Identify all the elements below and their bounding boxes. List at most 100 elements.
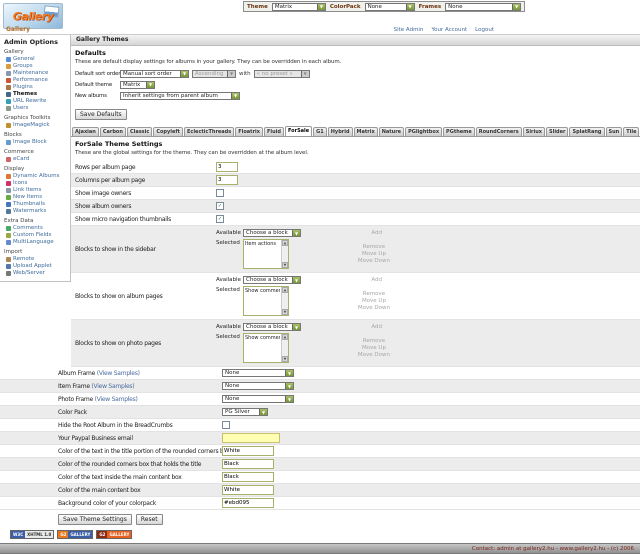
show-micro-navigation-thumbnails-checkbox[interactable]: ✓ xyxy=(216,215,224,223)
rows-per-album-page-input[interactable] xyxy=(216,162,238,172)
tab-carbon[interactable]: Carbon xyxy=(99,127,126,136)
tab-siriux[interactable]: Siriux xyxy=(522,127,545,136)
scrollbar[interactable]: ▲ ▼ xyxy=(281,240,288,268)
sidebar-item-plugins[interactable]: Plugins xyxy=(4,84,68,91)
sidebar-item-custom-fields[interactable]: Custom Fields xyxy=(4,232,68,239)
tab-hybrid[interactable]: Hybrid xyxy=(327,127,353,136)
default-theme-select[interactable]: Matrix ▼ xyxy=(120,80,155,89)
color-of-the-text-inside-the-main-content-box-input[interactable] xyxy=(222,472,274,482)
color-of-the-rounded-corners-box-that-holds-the-title-input[interactable] xyxy=(222,459,274,469)
tab-pgtheme[interactable]: PGtheme xyxy=(443,127,475,136)
colorpack-select[interactable]: None ▼ xyxy=(364,2,415,11)
photo-frame-select[interactable]: None ▼ xyxy=(222,395,294,403)
move-down-action[interactable]: Move Down xyxy=(357,352,390,358)
move-up-action[interactable]: Move Up xyxy=(361,251,386,257)
new-albums-select[interactable]: Inherit settings from parent album ▼ xyxy=(120,91,240,100)
sidebar-item-maintenance[interactable]: Maintenance xyxy=(4,70,68,77)
sidebar-item-comments[interactable]: Comments xyxy=(4,225,68,232)
list-item[interactable]: Show comments xyxy=(245,288,280,294)
scroll-down-icon[interactable]: ▼ xyxy=(282,356,288,362)
scroll-up-icon[interactable]: ▲ xyxy=(282,240,288,246)
tab-tile[interactable]: Tile xyxy=(623,127,640,136)
remove-action[interactable]: Remove xyxy=(362,244,386,250)
sidebar-item-remote[interactable]: Remote xyxy=(4,256,68,263)
scroll-down-icon[interactable]: ▼ xyxy=(282,262,288,268)
view-samples-link[interactable]: (View Samples) xyxy=(94,395,138,403)
choose-block-select[interactable]: Choose a block ▼ xyxy=(243,323,301,331)
site-admin-link[interactable]: Site Admin xyxy=(393,26,424,33)
scroll-up-icon[interactable]: ▲ xyxy=(282,287,288,293)
add-action[interactable]: Add xyxy=(371,324,382,330)
move-down-action[interactable]: Move Down xyxy=(357,258,390,264)
theme-select[interactable]: Matrix ▼ xyxy=(271,2,326,11)
sidebar-item-dynamic-albums[interactable]: Dynamic Albums xyxy=(4,173,68,180)
tab-fluid[interactable]: Fluid xyxy=(263,127,284,136)
background-color-of-your-colorpack-input[interactable] xyxy=(222,498,274,508)
selected-blocks-list[interactable]: Show comments▲ ▼ xyxy=(243,333,289,363)
add-action[interactable]: Add xyxy=(371,230,382,236)
gallery-badge-blue[interactable]: G2 GALLERY xyxy=(57,530,94,539)
columns-per-album-page-input[interactable] xyxy=(216,175,238,185)
show-image-owners-checkbox[interactable] xyxy=(216,189,224,197)
selected-blocks-list[interactable]: Item actions ▲ ▼ xyxy=(243,239,289,269)
save-theme-settings-button[interactable]: Save Theme Settings xyxy=(58,514,132,525)
tab-sun[interactable]: Sun xyxy=(605,127,623,136)
tab-floatrix[interactable]: Floatrix xyxy=(235,127,263,136)
color-of-the-text-in-the-title-portion-of-the-rounded-corners-box-input[interactable] xyxy=(222,446,274,456)
breadcrumb[interactable]: Gallery xyxy=(6,26,31,33)
selected-blocks-list[interactable]: Show comments▲▼ xyxy=(243,286,289,316)
sidebar-item-image-block[interactable]: Image Block xyxy=(4,139,68,146)
sidebar-item-multilanguage[interactable]: MultiLanguage xyxy=(4,239,68,246)
your-paypal-business-email-input[interactable] xyxy=(222,433,280,443)
album-frame-select[interactable]: None ▼ xyxy=(222,369,294,377)
scrollbar[interactable]: ▲ ▼ xyxy=(281,287,288,315)
gallery-logo[interactable]: Gallery xyxy=(3,3,63,29)
show-album-owners-checkbox[interactable]: ✓ xyxy=(216,202,224,210)
list-item[interactable]: Item actions xyxy=(245,241,276,247)
color-of-the-main-content-box-input[interactable] xyxy=(222,485,274,495)
tab-ajaxian[interactable]: Ajaxian xyxy=(72,127,99,136)
item-frame-select[interactable]: None ▼ xyxy=(222,382,294,390)
sidebar-item-upload-applet[interactable]: Upload Applet xyxy=(4,263,68,270)
list-item[interactable]: Show comments xyxy=(245,335,280,341)
choose-block-select[interactable]: Choose a block ▼ xyxy=(243,229,301,237)
sidebar-item-link-items[interactable]: Link Items xyxy=(4,187,68,194)
tab-slider[interactable]: Slider xyxy=(546,127,569,136)
sidebar-item-thumbnails[interactable]: Thumbnails xyxy=(4,201,68,208)
tab-nature[interactable]: Nature xyxy=(378,127,405,136)
view-samples-link[interactable]: (View Samples) xyxy=(96,369,140,377)
your-account-link[interactable]: Your Account xyxy=(431,26,468,33)
sidebar-item-icons[interactable]: Icons xyxy=(4,180,68,187)
choose-block-select[interactable]: Choose a block ▼ xyxy=(243,276,301,284)
sidebar-item-users[interactable]: Users xyxy=(4,105,68,112)
default-sort-order-select[interactable]: Manual sort order ▼ xyxy=(120,69,189,78)
remove-action[interactable]: Remove xyxy=(362,291,386,297)
tab-copyleft[interactable]: Copyleft xyxy=(153,127,183,136)
gallery-badge-orange[interactable]: G2 GALLERY xyxy=(96,530,133,539)
color-pack-select[interactable]: PG Silver ▼ xyxy=(222,408,268,416)
reset-button[interactable]: Reset xyxy=(135,514,163,525)
add-action[interactable]: Add xyxy=(371,277,382,283)
move-down-action[interactable]: Move Down xyxy=(357,305,390,311)
sidebar-item-url-rewrite[interactable]: URL Rewrite xyxy=(4,98,68,105)
sidebar-item-watermarks[interactable]: Watermarks xyxy=(4,208,68,215)
sidebar-item-ecard[interactable]: eCard xyxy=(4,156,68,163)
sidebar-item-imagemagick[interactable]: ImageMagick xyxy=(4,122,68,129)
scroll-down-icon[interactable]: ▼ xyxy=(282,309,288,315)
frames-select[interactable]: None ▼ xyxy=(445,2,522,11)
sidebar-item-groups[interactable]: Groups xyxy=(4,63,68,70)
hide-the-root-album-in-the-breadcrumbs-checkbox[interactable] xyxy=(222,421,230,429)
tab-roundcorners[interactable]: RoundCorners xyxy=(475,127,522,136)
view-samples-link[interactable]: (View Samples) xyxy=(91,382,135,390)
tab-g1[interactable]: G1 xyxy=(313,127,327,136)
tab-forsale[interactable]: ForSale xyxy=(284,126,313,136)
tab-eclecticthreads[interactable]: EclecticThreads xyxy=(183,127,235,136)
tab-pglightbox[interactable]: PGlightbox xyxy=(405,127,443,136)
tab-classic[interactable]: Classic xyxy=(126,127,153,136)
scroll-up-icon[interactable]: ▲ xyxy=(282,334,288,340)
sidebar-item-web-server[interactable]: Web/Server xyxy=(4,270,68,277)
tab-matrix[interactable]: Matrix xyxy=(353,127,378,136)
logout-link[interactable]: Logout xyxy=(475,26,494,33)
move-up-action[interactable]: Move Up xyxy=(361,298,386,304)
move-up-action[interactable]: Move Up xyxy=(361,345,386,351)
